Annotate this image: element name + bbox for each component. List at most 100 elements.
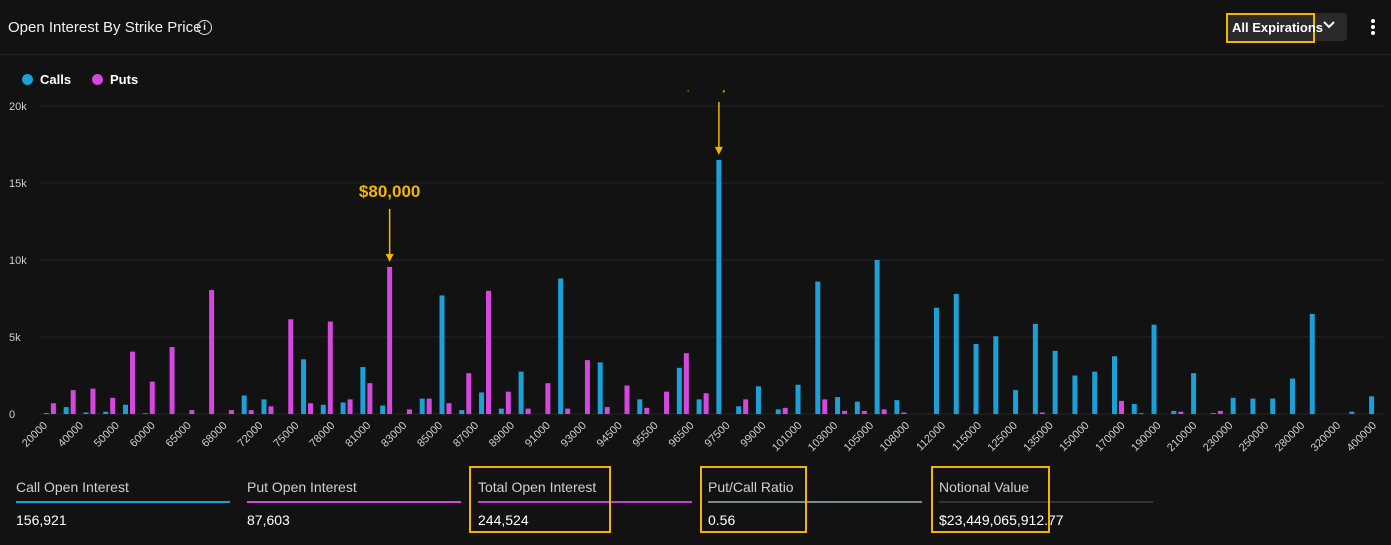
ratio-highlight bbox=[700, 466, 807, 533]
puts-bar bbox=[604, 407, 610, 414]
puts-bar bbox=[505, 391, 511, 414]
calls-bar bbox=[261, 399, 267, 414]
calls-bar bbox=[123, 404, 129, 414]
calls-bar bbox=[1309, 313, 1315, 414]
stat-value: 244,524 bbox=[478, 512, 529, 528]
notional-highlight bbox=[931, 466, 1050, 533]
puts-bar bbox=[664, 391, 670, 414]
legend-item-puts[interactable]: Puts bbox=[92, 72, 138, 87]
puts-bar bbox=[169, 347, 175, 414]
calls-bar bbox=[1092, 371, 1098, 414]
calls-bar bbox=[380, 405, 386, 414]
puts-bar bbox=[70, 390, 76, 414]
x-tick-label: 85000 bbox=[415, 420, 445, 450]
annotation-arrowhead bbox=[385, 253, 394, 262]
x-tick-label: 125000 bbox=[985, 420, 1019, 454]
x-tick-label: 83000 bbox=[379, 420, 409, 450]
y-tick-label: 10k bbox=[9, 255, 27, 267]
x-tick-label: 280000 bbox=[1273, 420, 1307, 454]
x-tick-label: 400000 bbox=[1345, 420, 1379, 454]
puts-bar bbox=[110, 397, 116, 414]
calls-bar bbox=[63, 407, 69, 414]
calls-bar bbox=[1230, 397, 1236, 414]
calls-bar bbox=[142, 413, 148, 414]
calls-bar bbox=[518, 371, 524, 414]
calls-bar bbox=[993, 336, 999, 414]
calls-bar bbox=[676, 367, 682, 414]
puts-bar bbox=[327, 321, 333, 414]
calls-bar bbox=[558, 278, 564, 414]
calls-bar bbox=[1052, 350, 1058, 414]
x-tick-label: 105000 bbox=[842, 420, 876, 454]
x-tick-label: 135000 bbox=[1021, 420, 1055, 454]
calls-bar bbox=[1111, 356, 1117, 414]
calls-bar bbox=[419, 398, 425, 414]
calls-bar bbox=[835, 397, 841, 414]
stat-notional-value: Notional Value $23,449,065,912.77 bbox=[939, 470, 1153, 545]
total-oi-highlight bbox=[469, 466, 611, 533]
x-tick-label: 95500 bbox=[631, 420, 661, 450]
calls-bar bbox=[340, 402, 346, 414]
annotation-label: $80,000 bbox=[359, 182, 420, 201]
puts-bar bbox=[1118, 400, 1124, 414]
puts-bar bbox=[1178, 411, 1184, 414]
puts-bar bbox=[308, 403, 314, 414]
calls-bar bbox=[439, 295, 445, 414]
x-tick-label: 72000 bbox=[236, 420, 266, 450]
calls-bar bbox=[815, 281, 821, 414]
x-tick-label: 91000 bbox=[523, 420, 553, 450]
y-tick-label: 5k bbox=[9, 332, 21, 344]
puts-bar bbox=[149, 381, 155, 414]
legend-item-calls[interactable]: Calls bbox=[22, 72, 71, 87]
calls-swatch bbox=[22, 74, 33, 85]
stat-value: 87,603 bbox=[247, 512, 290, 528]
calls-bar bbox=[854, 401, 860, 414]
puts-bar bbox=[545, 383, 551, 414]
stat-underline bbox=[247, 501, 461, 503]
puts-bar bbox=[584, 360, 590, 414]
stat-total-oi: Total Open Interest 244,524 bbox=[478, 470, 692, 545]
calls-bar bbox=[1369, 396, 1375, 414]
x-tick-label: 89000 bbox=[487, 420, 517, 450]
calls-bar bbox=[1151, 324, 1157, 414]
puts-bar bbox=[367, 383, 373, 414]
x-tick-label: 50000 bbox=[92, 420, 122, 450]
annotation-arrowhead bbox=[714, 146, 723, 155]
stat-label: Total Open Interest bbox=[478, 479, 597, 495]
legend-calls-label: Calls bbox=[40, 72, 72, 87]
puts-bar bbox=[901, 412, 907, 414]
info-icon[interactable]: i bbox=[197, 20, 212, 35]
puts-bar bbox=[347, 399, 353, 414]
puts-bar bbox=[624, 385, 630, 414]
puts-bar bbox=[1138, 413, 1144, 414]
calls-bar bbox=[498, 408, 504, 414]
puts-bar bbox=[268, 406, 274, 414]
x-tick-label: 320000 bbox=[1309, 420, 1343, 454]
calls-bar bbox=[1013, 390, 1019, 414]
x-tick-label: 81000 bbox=[343, 420, 373, 450]
calls-bar bbox=[479, 392, 485, 414]
puts-bar bbox=[565, 408, 571, 414]
x-tick-label: 99000 bbox=[738, 420, 768, 450]
puts-bar bbox=[50, 403, 56, 414]
stat-underline bbox=[478, 501, 692, 503]
y-tick-label: 15k bbox=[9, 178, 27, 190]
calls-bar bbox=[1171, 410, 1177, 414]
x-tick-label: 87000 bbox=[451, 420, 481, 450]
puts-bar bbox=[782, 407, 788, 414]
puts-bar bbox=[743, 399, 749, 414]
x-tick-label: 75000 bbox=[271, 420, 301, 450]
x-tick-label: 108000 bbox=[878, 420, 912, 454]
x-tick-label: 96500 bbox=[667, 420, 697, 450]
calls-bar bbox=[775, 409, 781, 414]
expirations-dropdown[interactable]: All Expirations bbox=[1226, 13, 1347, 43]
x-tick-label: 60000 bbox=[128, 420, 158, 450]
puts-bar bbox=[288, 319, 294, 414]
open-interest-chart: 0 5k 10k 15k 20k 20000 40000 50000 60000 65000 680… bbox=[9, 90, 1385, 454]
calls-bar bbox=[755, 386, 761, 414]
x-tick-label: 68000 bbox=[200, 420, 230, 450]
more-options-icon[interactable] bbox=[1366, 17, 1380, 37]
puts-bar bbox=[486, 290, 492, 414]
legend-puts-label: Puts bbox=[110, 72, 139, 87]
puts-bar bbox=[90, 388, 96, 414]
